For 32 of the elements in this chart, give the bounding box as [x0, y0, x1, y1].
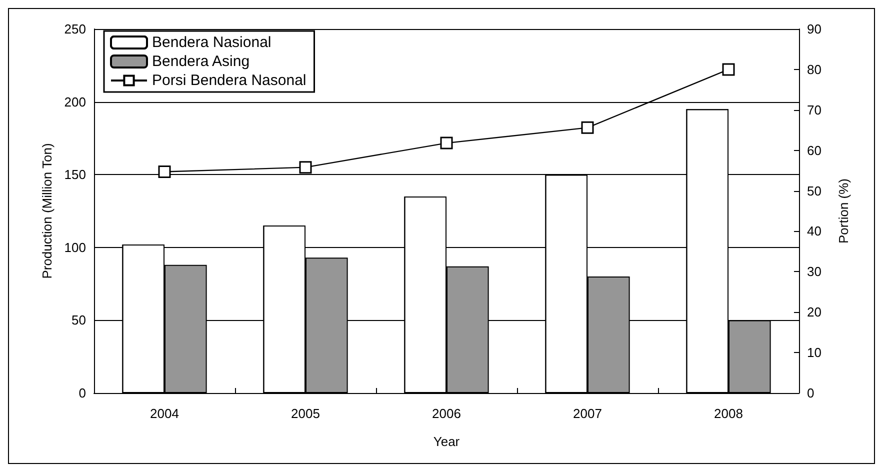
- x-tick-label: 2006: [432, 406, 461, 421]
- legend-label: Bendera Nasional: [152, 34, 272, 51]
- x-tick-label: 2007: [573, 406, 602, 421]
- x-tick-label: 2004: [150, 406, 179, 421]
- point: [299, 161, 312, 174]
- y-tick-label: 0: [78, 386, 86, 400]
- point: [722, 63, 735, 76]
- y-tick-label: 200: [64, 94, 86, 110]
- legend-label: Bendera Asing: [152, 53, 250, 70]
- y2-tick-label: 30: [807, 264, 822, 280]
- y2-axis-title: Portion (%): [836, 178, 851, 244]
- y2-tick-label: 90: [807, 22, 822, 36]
- y2-tick-label: 0: [807, 386, 814, 400]
- y2-tick-label: 50: [807, 183, 822, 198]
- x-axis-title: Year: [433, 434, 460, 449]
- y-tick-label: 50: [72, 312, 86, 328]
- point: [158, 166, 171, 178]
- x-tick-label: 2008: [714, 406, 743, 421]
- y2-tick-label: 20: [807, 304, 822, 320]
- legend-label: Porsi Bendera Nasonal: [152, 72, 306, 89]
- y2-tick-label: 40: [807, 224, 822, 239]
- y-tick-label: 250: [64, 22, 86, 36]
- y2-tick-label: 10: [807, 345, 822, 360]
- point: [440, 136, 453, 150]
- point: [581, 121, 594, 134]
- y2-tick-label: 60: [807, 142, 822, 158]
- y2-tick-label: 80: [807, 62, 822, 77]
- x-tick-label: 2005: [291, 406, 320, 421]
- y2-tick-label: 70: [807, 102, 822, 118]
- y-tick-label: 100: [64, 240, 86, 255]
- y-axis-title: Production (Million Ton): [39, 143, 54, 279]
- y-tick-label: 150: [64, 167, 86, 182]
